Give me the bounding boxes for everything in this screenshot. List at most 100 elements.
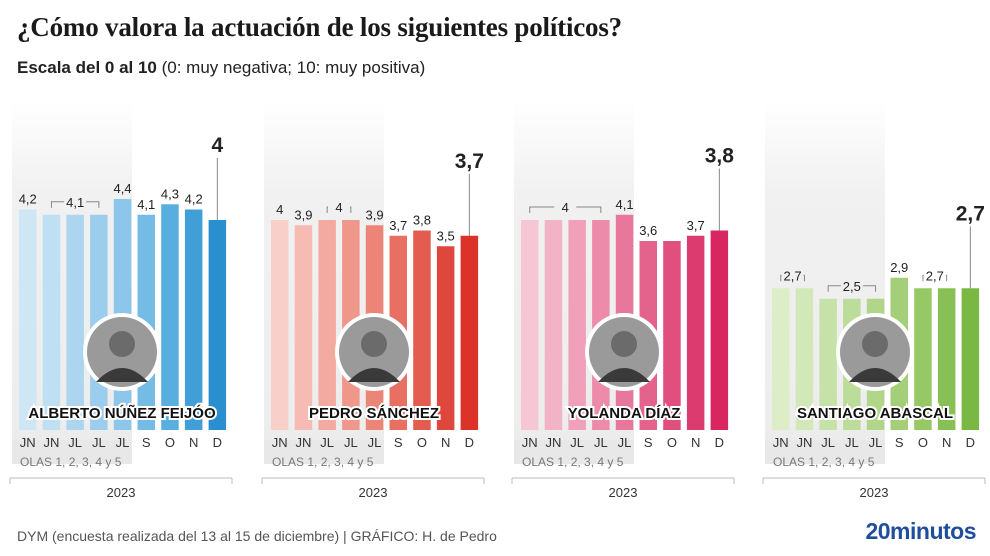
sanchez-bracket — [326, 206, 352, 213]
abascal-data-label: 2,5 — [843, 279, 861, 294]
abascal-waves-label: OLAS 1, 2, 3, 4 y 5 — [773, 455, 875, 469]
abascal-bar — [937, 288, 956, 430]
subtitle-legend: (0: muy negativa; 10: muy positiva) — [156, 58, 426, 77]
feijoo-xtick-label: JN — [20, 435, 36, 450]
abascal-xtick-label: JL — [821, 435, 835, 450]
feijoo-xtick-label: JN — [44, 435, 60, 450]
diaz-bar — [544, 220, 563, 430]
diaz-xtick-label: JN — [546, 435, 562, 450]
sanchez-data-label: 3,7 — [389, 218, 407, 233]
feijoo-bar — [66, 214, 84, 430]
abascal-bracket — [922, 274, 948, 282]
feijoo-photo-head — [109, 331, 135, 357]
diaz-data-label: 3,6 — [639, 223, 657, 238]
feijoo-bar — [161, 204, 179, 430]
sanchez-data-label: 4 — [276, 202, 283, 217]
diaz-photo-head — [611, 331, 637, 357]
feijoo-xtick-label: D — [213, 435, 222, 450]
feijoo-bar — [208, 220, 227, 430]
diaz-xtick-label: JL — [570, 435, 584, 450]
abascal-data-label: 2,7 — [926, 268, 944, 283]
abascal-photo-head — [862, 331, 888, 357]
diaz-waves-label: OLAS 1, 2, 3, 4 y 5 — [522, 455, 624, 469]
sanchez-bar — [294, 225, 313, 430]
abascal-bar — [819, 298, 837, 430]
sanchez-xtick-label: JL — [344, 435, 358, 450]
feijoo-name-label: ALBERTO NÚÑEZ FEIJÓO — [28, 404, 216, 422]
feijoo-xtick-label: S — [142, 435, 151, 450]
abascal-xtick-label: JN — [797, 435, 813, 450]
diaz-bar — [710, 230, 729, 430]
sanchez-xtick-label: N — [441, 435, 450, 450]
sanchez-xtick-label: JL — [320, 435, 334, 450]
diaz-bar — [568, 220, 586, 430]
diaz-xtick-label: JL — [618, 435, 632, 450]
waves-band — [514, 440, 634, 464]
abascal-latest-value: 2,7 — [956, 202, 985, 225]
sanchez-xtick-label: JN — [296, 435, 312, 450]
sanchez-name-label: PEDRO SÁNCHEZ — [309, 405, 439, 422]
sanchez-year-label: 2023 — [359, 485, 388, 500]
abascal-bar — [914, 288, 932, 430]
diaz-year-label: 2023 — [609, 485, 638, 500]
abascal-xtick-label: JN — [773, 435, 789, 450]
sanchez-xtick-label: JL — [368, 435, 382, 450]
sanchez-data-label: 3,9 — [294, 207, 312, 222]
abascal-data-label: 2,9 — [890, 260, 908, 275]
abascal-data-label: 2,7 — [784, 268, 802, 283]
waves-band — [264, 440, 384, 464]
subtitle-scale: Escala del 0 al 10 — [17, 58, 157, 77]
sanchez-data-label: 4 — [335, 200, 342, 215]
abascal-bar — [772, 288, 790, 430]
abascal-bracket — [780, 274, 805, 282]
abascal-photo-body — [849, 368, 901, 382]
feijoo-bar — [42, 214, 61, 430]
sanchez-waves-label: OLAS 1, 2, 3, 4 y 5 — [272, 455, 374, 469]
diaz-xtick-label: JN — [522, 435, 538, 450]
feijoo-xtick-label: JL — [116, 435, 130, 450]
diaz-bar — [686, 235, 705, 430]
sanchez-bar — [460, 235, 479, 430]
chart-title: ¿Cómo valora la actuación de los siguien… — [17, 12, 622, 42]
feijoo-bar — [19, 209, 37, 430]
diaz-data-label: 3,7 — [687, 218, 705, 233]
abascal-bar — [961, 288, 980, 430]
sanchez-xtick-label: O — [417, 435, 427, 450]
diaz-xtick-label: N — [691, 435, 700, 450]
waves-band — [765, 440, 885, 464]
diaz-name-label: YOLANDA DÍAZ — [568, 405, 681, 422]
feijoo-data-label: 4,1 — [137, 197, 155, 212]
diaz-xtick-label: S — [644, 435, 653, 450]
sanchez-data-label: 3,5 — [437, 228, 455, 243]
feijoo-xtick-label: JL — [92, 435, 106, 450]
sanchez-bar — [436, 246, 455, 430]
sanchez-data-label: 3,9 — [366, 207, 384, 222]
diaz-bar — [521, 220, 539, 430]
sanchez-xtick-label: D — [465, 435, 474, 450]
sanchez-bar — [413, 230, 431, 430]
feijoo-waves-label: OLAS 1, 2, 3, 4 y 5 — [20, 455, 122, 469]
sanchez-photo-head — [361, 331, 387, 357]
brand-logo: 20minutos — [865, 518, 976, 544]
abascal-xtick-label: N — [942, 435, 951, 450]
feijoo-latest-value: 4 — [212, 134, 224, 157]
abascal-xtick-label: JL — [845, 435, 859, 450]
feijoo-data-label: 4,4 — [114, 181, 132, 196]
feijoo-bracket — [50, 201, 100, 208]
sanchez-xtick-label: JN — [272, 435, 288, 450]
feijoo-data-label: 4,2 — [185, 192, 203, 207]
abascal-year-label: 2023 — [860, 485, 889, 500]
diaz-latest-value: 3,8 — [705, 145, 735, 168]
diaz-bar — [663, 241, 681, 430]
abascal-xtick-label: S — [895, 435, 904, 450]
feijoo-photo-body — [96, 368, 148, 382]
sanchez-bar — [318, 220, 336, 430]
diaz-xtick-label: JL — [594, 435, 608, 450]
waves-band — [12, 440, 132, 464]
feijoo-data-label: 4,2 — [19, 192, 37, 207]
diaz-data-label: 4 — [562, 200, 569, 215]
feijoo-xtick-label: JL — [68, 435, 82, 450]
feijoo-data-label: 4,3 — [161, 186, 179, 201]
feijoo-xtick-label: O — [165, 435, 175, 450]
